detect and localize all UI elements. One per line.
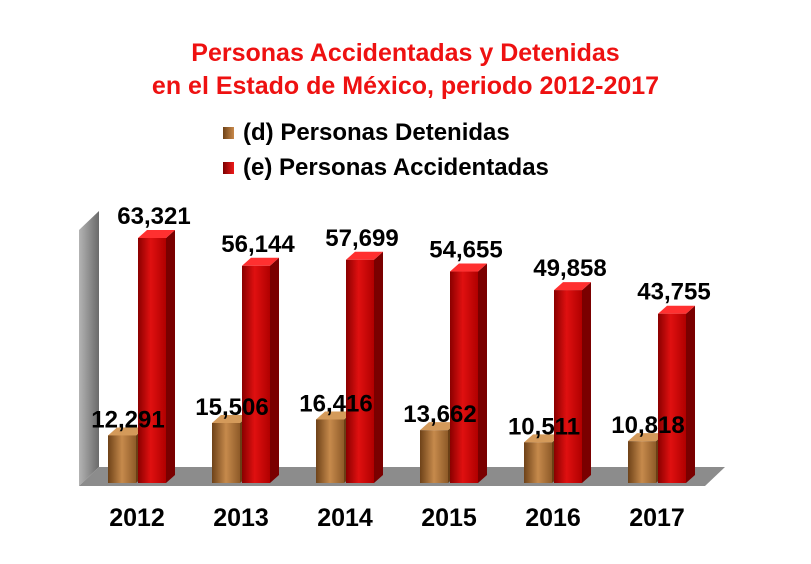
data-label-accidentadas-2013: 56,144	[221, 231, 295, 258]
chart-back-wall	[79, 211, 99, 486]
data-label-detenidas-2014: 16,416	[299, 390, 372, 417]
data-label-accidentadas-2015: 54,655	[429, 237, 502, 264]
bar-accidentadas-2016	[554, 282, 591, 483]
x-tick-label-2014: 2014	[317, 504, 373, 532]
data-label-detenidas-2013: 15,506	[195, 394, 268, 421]
legend-swatch-detenidas	[223, 127, 234, 139]
chart-subtitle: en el Estado de México, periodo 2012-201…	[151, 72, 660, 100]
legend-label-accidentadas: (e) Personas Accidentadas	[243, 154, 549, 181]
x-tick-label-2017: 2017	[629, 504, 685, 532]
data-label-accidentadas-2012: 63,321	[117, 203, 190, 230]
bar-accidentadas-2015	[450, 263, 487, 483]
x-tick-label-2012: 2012	[109, 504, 165, 532]
bar-accidentadas-2014	[346, 251, 383, 483]
data-label-accidentadas-2017: 43,755	[637, 279, 710, 306]
chart-title: Personas Accidentadas y Detenidas	[191, 39, 620, 67]
data-label-detenidas-2016: 10,511	[508, 413, 580, 440]
legend-item-detenidas: (d) Personas Detenidas	[223, 118, 510, 148]
x-tick-label-2015: 2015	[421, 504, 477, 532]
data-label-detenidas-2017: 10,818	[611, 412, 684, 439]
data-label-accidentadas-2016: 49,858	[533, 255, 606, 282]
bar-accidentadas-2013	[242, 257, 279, 483]
data-label-detenidas-2012: 12,291	[91, 406, 164, 433]
x-tick-label-2013: 2013	[213, 504, 269, 532]
data-label-accidentadas-2014: 57,699	[325, 225, 398, 252]
bar-accidentadas-2017	[658, 305, 695, 483]
legend-swatch-accidentadas	[223, 162, 234, 174]
legend-item-accidentadas: (e) Personas Accidentadas	[223, 153, 549, 183]
legend-label-detenidas: (d) Personas Detenidas	[243, 119, 510, 146]
x-tick-label-2016: 2016	[525, 504, 581, 532]
bar-accidentadas-2012	[138, 230, 175, 483]
data-label-detenidas-2015: 13,662	[403, 401, 476, 428]
